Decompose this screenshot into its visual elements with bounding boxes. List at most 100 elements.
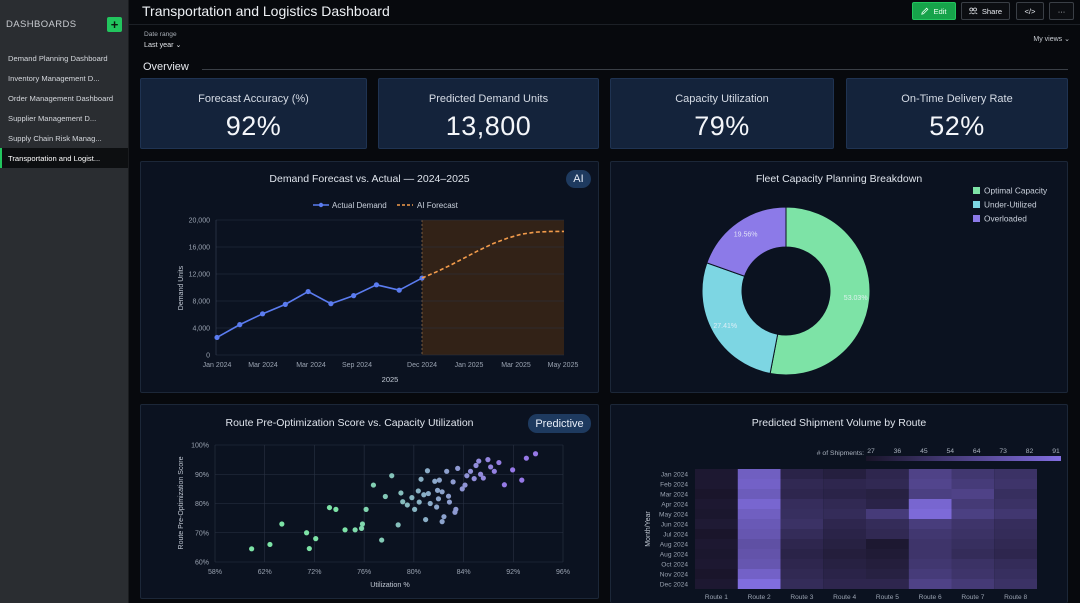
heatmap-cell <box>780 469 824 479</box>
scatter-point <box>432 478 438 484</box>
kpi-value: 52% <box>929 111 985 141</box>
scatter-point <box>464 473 470 479</box>
y-tick-label: Aug 2024 <box>660 541 689 548</box>
embed-code-button[interactable]: </> <box>1016 2 1044 20</box>
scatter-point <box>409 495 415 501</box>
heatmap-cell <box>823 529 866 539</box>
heatmap-cell <box>951 519 995 529</box>
heatmap-cell <box>695 469 738 479</box>
chart-title: Demand Forecast vs. Actual — 2024–2025 <box>269 173 470 185</box>
scatter-point <box>358 525 365 531</box>
x-tick-label: Route 3 <box>790 594 813 601</box>
legend-swatch <box>973 215 980 222</box>
heatmap-cell <box>823 489 866 499</box>
my-views-dropdown[interactable]: My views ⌄ <box>1033 36 1070 43</box>
scatter-point <box>412 506 418 512</box>
heatmap-cell <box>695 559 738 569</box>
x-tick-label: 72% <box>307 569 321 576</box>
date-range-label: Date range <box>144 31 177 38</box>
scatter-point <box>313 536 319 542</box>
scatter-point <box>519 477 525 483</box>
y-tick-label: Jul 2024 <box>663 531 688 538</box>
sidebar-item-order-management[interactable]: Order Management Dashboard <box>8 93 114 103</box>
heatmap-cell <box>737 519 781 529</box>
x-tick-label: 92% <box>506 569 520 576</box>
legend-tick-label: 73 <box>999 448 1007 455</box>
share-button-label: Share <box>981 6 1003 16</box>
actual-demand-line <box>216 277 423 339</box>
overview-divider <box>202 69 1068 70</box>
heatmap-cell <box>866 509 909 519</box>
legend-actual-marker <box>318 202 324 208</box>
heatmap-cell <box>908 579 952 589</box>
heatmap-cell <box>866 479 909 489</box>
x-tick-label: Route 5 <box>876 594 899 601</box>
y-axis-label: Month/Year <box>645 511 652 547</box>
more-options-button[interactable]: ··· <box>1049 2 1074 20</box>
heatmap-cell <box>780 479 824 489</box>
scatter-point <box>352 527 358 533</box>
kpi-label: Predicted Demand Units <box>428 93 549 105</box>
x-tick-label: 76% <box>357 569 371 576</box>
scatter-point <box>435 496 442 502</box>
sidebar-item-inventory-management[interactable]: Inventory Management D... <box>8 73 100 83</box>
edit-button[interactable]: Edit <box>912 2 956 20</box>
y-tick-label: 16,000 <box>189 245 211 252</box>
shipment-volume-panel: Predicted Shipment Volume by Route Jan 2… <box>610 404 1068 603</box>
scatter-point <box>477 471 484 477</box>
legend-swatch <box>973 201 980 208</box>
scatter-point <box>389 473 395 479</box>
kpi-label: Capacity Utilization <box>675 93 769 105</box>
add-dashboard-button[interactable]: + <box>107 16 122 32</box>
heatmap-cell <box>866 559 909 569</box>
sidebar-item-supply-chain-risk[interactable]: Supply Chain Risk Manag... <box>8 133 102 143</box>
y-tick-label: Feb 2024 <box>660 481 688 488</box>
heatmap-cell <box>908 479 952 489</box>
heatmap-cell <box>695 549 738 559</box>
heatmap-cell <box>994 549 1037 559</box>
heatmap-cell <box>823 479 866 489</box>
y-tick-label: 100% <box>191 443 209 450</box>
heatmap-cell <box>737 529 781 539</box>
scatter-point <box>416 499 422 505</box>
date-range-filter[interactable]: Date range Last year ⌄ <box>144 31 182 49</box>
scatter-point <box>306 545 312 552</box>
sidebar-item-demand-planning[interactable]: Demand Planning Dashboard <box>8 53 108 63</box>
scatter-point <box>471 476 477 482</box>
scatter-point <box>359 521 366 527</box>
donut-slice <box>706 206 787 277</box>
fleet-capacity-panel: Fleet Capacity Planning Breakdown 53.03%… <box>610 161 1068 393</box>
x-tick-label: 58% <box>208 569 222 576</box>
x-axis-label: 2025 <box>382 375 399 384</box>
heatmap-cell <box>695 529 738 539</box>
heatmap-cell <box>866 539 909 549</box>
heatmap-cell <box>994 519 1037 529</box>
slice-label: 19.56% <box>734 231 758 238</box>
date-range-select[interactable]: Last year ⌄ <box>144 40 182 49</box>
actual-demand-point <box>214 334 220 341</box>
donut-slice <box>701 262 779 375</box>
kpi-card-capacity-utilization: Capacity Utilization 79% <box>610 78 834 149</box>
kpi-label: Forecast Accuracy (%) <box>198 93 309 105</box>
x-axis-label: Utilization % <box>370 580 410 589</box>
x-tick-label: 84% <box>457 569 471 576</box>
heatmap-cell <box>994 529 1037 539</box>
sidebar-item-supplier-management[interactable]: Supplier Management D... <box>8 113 97 123</box>
heatmap-cell <box>908 539 952 549</box>
scatter-point <box>418 476 424 482</box>
heatmap-cell <box>695 509 738 519</box>
legend-tick-label: 91 <box>1052 448 1060 455</box>
heatmap-cell <box>951 549 995 559</box>
heatmap-cell <box>951 539 995 549</box>
heatmap-cell <box>866 519 909 529</box>
heatmap-cell <box>908 519 952 529</box>
share-button[interactable]: Share <box>961 2 1010 20</box>
kpi-value: 79% <box>694 111 750 141</box>
heatmap-cell <box>695 579 738 589</box>
scatter-point <box>267 541 273 548</box>
x-tick-label: 80% <box>407 569 421 576</box>
heatmap-cell <box>908 469 952 479</box>
heatmap-cell <box>823 569 866 579</box>
sidebar-item-transportation-logistics[interactable]: Transportation and Logist... <box>0 148 128 168</box>
